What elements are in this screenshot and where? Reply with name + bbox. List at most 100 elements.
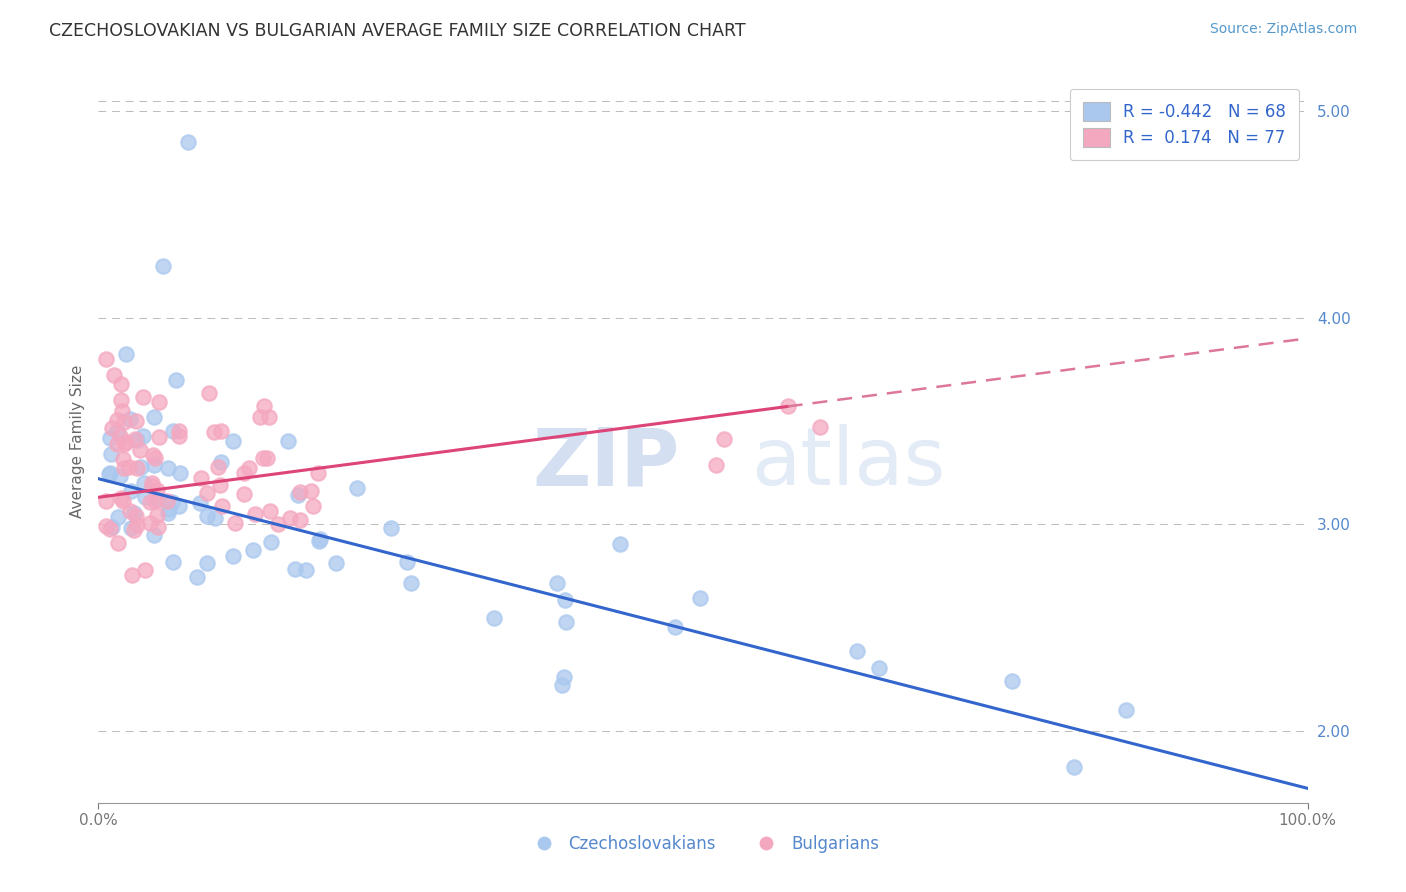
Point	[143, 450, 166, 465]
Point	[233, 487, 256, 501]
Point	[125, 414, 148, 428]
Point	[162, 555, 184, 569]
Point	[142, 410, 165, 425]
Point	[101, 520, 124, 534]
Point	[245, 508, 267, 522]
Point	[125, 518, 148, 533]
Point	[280, 511, 302, 525]
Point	[98, 466, 121, 480]
Point	[100, 447, 122, 461]
Point	[112, 460, 135, 475]
Point	[808, 420, 831, 434]
Point	[868, 660, 890, 674]
Point	[165, 373, 187, 387]
Point	[553, 670, 575, 684]
Text: atlas: atlas	[751, 425, 945, 502]
Point	[142, 528, 165, 542]
Point	[94, 519, 117, 533]
Point	[114, 434, 136, 449]
Point	[233, 466, 256, 480]
Point	[98, 522, 121, 536]
Point	[167, 429, 190, 443]
Point	[112, 451, 135, 466]
Point	[484, 611, 506, 625]
Point	[396, 555, 419, 569]
Point	[146, 483, 169, 498]
Point	[120, 484, 142, 499]
Point	[148, 395, 170, 409]
Point	[125, 509, 148, 524]
Point	[167, 424, 190, 438]
Y-axis label: Average Family Size: Average Family Size	[69, 365, 84, 518]
Point	[209, 424, 232, 438]
Point	[221, 549, 243, 563]
Point	[152, 259, 174, 273]
Point	[132, 429, 155, 443]
Point	[555, 615, 578, 630]
Point	[141, 476, 163, 491]
Point	[129, 443, 152, 458]
Point	[252, 451, 274, 466]
Point	[664, 620, 686, 634]
Point	[554, 592, 576, 607]
Legend: Czechoslovakians, Bulgarians: Czechoslovakians, Bulgarians	[520, 828, 886, 860]
Point	[295, 563, 318, 577]
Point	[129, 460, 152, 475]
Point	[1000, 674, 1022, 689]
Point	[253, 399, 276, 413]
Point	[127, 434, 149, 448]
Point	[204, 511, 226, 525]
Point	[107, 536, 129, 550]
Point	[138, 495, 160, 509]
Point	[111, 403, 134, 417]
Point	[195, 556, 218, 570]
Point	[776, 400, 799, 414]
Point	[546, 576, 568, 591]
Point	[1115, 703, 1137, 717]
Point	[186, 570, 208, 584]
Point	[277, 434, 299, 449]
Point	[139, 516, 162, 530]
Point	[256, 450, 278, 465]
Point	[124, 523, 146, 537]
Point	[284, 562, 307, 576]
Point	[195, 509, 218, 524]
Point	[110, 376, 132, 391]
Point	[110, 393, 132, 408]
Point	[105, 413, 128, 427]
Point	[301, 499, 323, 513]
Point	[845, 644, 868, 658]
Point	[1063, 760, 1085, 774]
Point	[157, 506, 180, 520]
Point	[94, 493, 117, 508]
Point	[146, 491, 169, 506]
Point	[713, 432, 735, 446]
Point	[242, 542, 264, 557]
Point	[208, 477, 231, 491]
Point	[97, 467, 120, 481]
Point	[98, 431, 121, 445]
Point	[689, 591, 711, 605]
Point	[96, 351, 118, 366]
Point	[121, 568, 143, 582]
Point	[111, 494, 134, 508]
Point	[259, 503, 281, 517]
Point	[112, 415, 135, 429]
Point	[148, 430, 170, 444]
Point	[204, 425, 226, 439]
Point	[309, 533, 332, 547]
Point	[190, 470, 212, 484]
Point	[142, 448, 165, 462]
Point	[107, 510, 129, 524]
Text: CZECHOSLOVAKIAN VS BULGARIAN AVERAGE FAMILY SIZE CORRELATION CHART: CZECHOSLOVAKIAN VS BULGARIAN AVERAGE FAM…	[49, 22, 745, 40]
Point	[134, 563, 156, 577]
Point	[108, 429, 131, 443]
Point	[132, 476, 155, 491]
Text: Source: ZipAtlas.com: Source: ZipAtlas.com	[1209, 22, 1357, 37]
Point	[169, 499, 191, 513]
Point	[142, 458, 165, 472]
Point	[118, 504, 141, 518]
Point	[267, 517, 290, 532]
Point	[222, 434, 245, 448]
Point	[124, 432, 146, 446]
